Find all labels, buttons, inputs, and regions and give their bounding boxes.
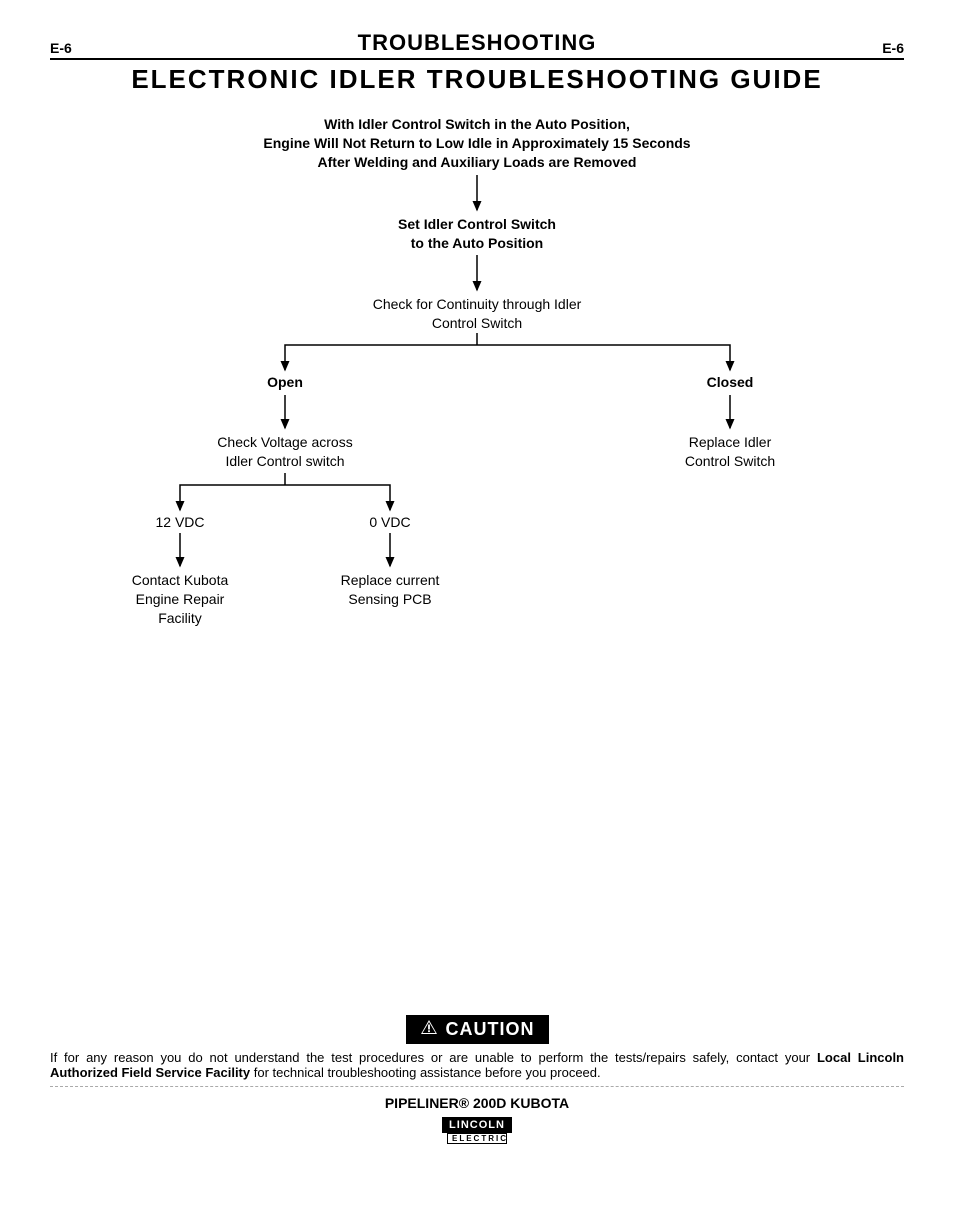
section-title: TROUBLESHOOTING	[358, 30, 597, 56]
flow-node-n1: With Idler Control Switch in the Auto Po…	[242, 115, 712, 172]
footer-product: PIPELINER® 200D KUBOTA	[50, 1095, 904, 1111]
flow-node-n5: Closed	[670, 373, 790, 392]
flow-node-n4: Open	[225, 373, 345, 392]
page-number-left: E-6	[50, 40, 72, 56]
flow-node-n11: Replace currentSensing PCB	[310, 571, 470, 609]
logo-bottom-text: ELECTRIC	[447, 1133, 507, 1144]
flow-node-n3: Check for Continuity through IdlerContro…	[327, 295, 627, 333]
caution-banner: CAUTION	[406, 1015, 549, 1044]
flow-node-n10: Contact KubotaEngine RepairFacility	[90, 571, 270, 628]
lincoln-logo: LINCOLN ELECTRIC	[442, 1115, 512, 1144]
flowchart: With Idler Control Switch in the Auto Po…	[50, 115, 904, 695]
flow-edge	[285, 485, 390, 510]
flow-edge	[477, 345, 730, 370]
page-number-right: E-6	[882, 40, 904, 56]
flow-node-n9: 0 VDC	[330, 513, 450, 532]
page-header: E-6 TROUBLESHOOTING E-6	[50, 30, 904, 56]
main-title: ELECTRONIC IDLER TROUBLESHOOTING GUIDE	[50, 58, 904, 95]
flow-edge	[180, 485, 285, 510]
caution-body: If for any reason you do not understand …	[50, 1050, 904, 1087]
logo-top-text: LINCOLN	[442, 1117, 512, 1133]
flow-node-n7: Replace IdlerControl Switch	[650, 433, 810, 471]
flow-edge	[285, 345, 477, 370]
flow-node-n8: 12 VDC	[120, 513, 240, 532]
warning-triangle-icon	[420, 1019, 438, 1040]
flow-node-n2: Set Idler Control Switchto the Auto Posi…	[347, 215, 607, 253]
caution-label: CAUTION	[446, 1019, 535, 1040]
caution-text-prefix: If for any reason you do not understand …	[50, 1050, 817, 1065]
page-footer: PIPELINER® 200D KUBOTA LINCOLN ELECTRIC	[50, 1095, 904, 1146]
flow-node-n6: Check Voltage acrossIdler Control switch	[185, 433, 385, 471]
caution-text-suffix: for technical troubleshooting assistance…	[250, 1065, 601, 1080]
caution-section: CAUTION If for any reason you do not und…	[50, 1015, 904, 1087]
